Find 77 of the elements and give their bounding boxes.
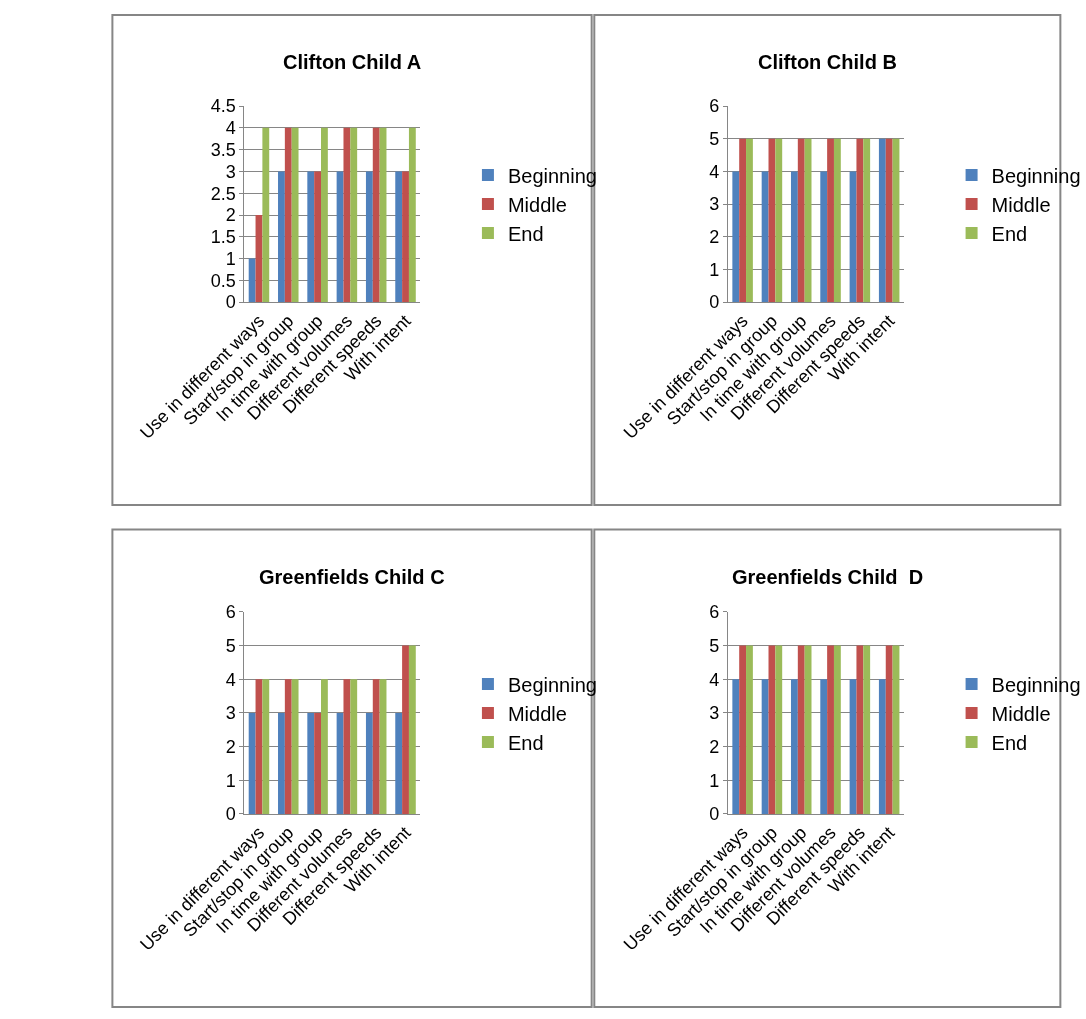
bar bbox=[291, 679, 299, 814]
bar bbox=[248, 712, 256, 814]
y-tick-label: 6 bbox=[709, 602, 720, 623]
bar bbox=[307, 171, 315, 303]
bar bbox=[402, 171, 409, 303]
bar bbox=[395, 712, 403, 814]
bar bbox=[365, 171, 373, 303]
bar bbox=[284, 127, 292, 303]
y-tick-label: 1.5 bbox=[210, 227, 236, 248]
bar bbox=[372, 679, 380, 814]
bar bbox=[395, 171, 403, 303]
y-tick-label: 2 bbox=[225, 736, 236, 757]
y-tick-label: 0 bbox=[709, 804, 720, 825]
y-tick-label: 3 bbox=[225, 161, 236, 182]
legend-label: End bbox=[507, 731, 544, 754]
bar bbox=[350, 679, 358, 814]
y-tick-label: 3.5 bbox=[210, 139, 236, 160]
y-tick-label: 1 bbox=[225, 770, 236, 791]
bar bbox=[284, 679, 292, 814]
legend-label: Middle bbox=[507, 193, 567, 216]
bar bbox=[262, 679, 270, 814]
bar bbox=[314, 171, 321, 303]
y-tick-label: 1 bbox=[225, 248, 236, 269]
legend-label: Middle bbox=[991, 702, 1051, 725]
chart-title: Clifton Child A bbox=[283, 51, 422, 73]
bar bbox=[307, 712, 315, 814]
y-tick-label: 0 bbox=[225, 804, 236, 825]
y-tick-label: 2.5 bbox=[210, 183, 236, 204]
y-tick-label: 5 bbox=[225, 635, 236, 656]
bar bbox=[365, 712, 373, 814]
legend-label: End bbox=[507, 222, 544, 245]
legend-label: End bbox=[991, 731, 1028, 754]
y-tick-label: 5 bbox=[709, 129, 720, 150]
bar bbox=[408, 127, 416, 303]
chart-title: Clifton Child B bbox=[758, 51, 897, 73]
bar bbox=[321, 127, 328, 303]
y-tick-label: 0 bbox=[709, 292, 720, 313]
legend-label: End bbox=[991, 222, 1028, 245]
bar bbox=[278, 171, 285, 303]
bar bbox=[314, 712, 321, 814]
bar bbox=[248, 258, 256, 303]
bar bbox=[408, 645, 416, 814]
y-tick-label: 0.5 bbox=[210, 270, 236, 291]
bar bbox=[291, 127, 299, 303]
bar bbox=[278, 712, 285, 814]
y-tick-label: 5 bbox=[709, 635, 720, 656]
bar bbox=[343, 679, 351, 814]
chart-title: Greenfields Child C bbox=[259, 566, 445, 588]
legend-label: Beginning bbox=[991, 164, 1081, 187]
y-tick-label: 2 bbox=[709, 736, 720, 757]
y-tick-label: 4 bbox=[225, 118, 236, 139]
y-tick-label: 3 bbox=[709, 194, 720, 215]
y-tick-label: 4 bbox=[225, 669, 236, 690]
y-tick-label: 4 bbox=[709, 161, 720, 182]
bar bbox=[402, 645, 409, 814]
y-tick-label: 3 bbox=[709, 703, 720, 724]
legend-label: Beginning bbox=[991, 673, 1081, 696]
bar bbox=[262, 127, 270, 303]
y-tick-label: 1 bbox=[709, 770, 720, 791]
bar bbox=[343, 127, 351, 303]
y-tick-label: 1 bbox=[709, 259, 720, 280]
y-tick-label: 6 bbox=[225, 602, 236, 623]
y-tick-label: 4.5 bbox=[210, 96, 236, 117]
y-tick-label: 6 bbox=[709, 96, 720, 117]
bar bbox=[350, 127, 358, 303]
y-tick-label: 3 bbox=[225, 703, 236, 724]
legend-label: Beginning bbox=[507, 164, 597, 187]
chart-title: Greenfields Child D bbox=[732, 566, 924, 588]
bar bbox=[321, 679, 328, 814]
legend-label: Beginning bbox=[507, 673, 597, 696]
legend-label: Middle bbox=[991, 193, 1051, 216]
y-tick-label: 4 bbox=[709, 669, 720, 690]
y-tick-label: 2 bbox=[225, 205, 236, 226]
legend-label: Middle bbox=[507, 702, 567, 725]
y-tick-label: 2 bbox=[709, 227, 720, 248]
bar bbox=[372, 127, 380, 303]
y-tick-label: 0 bbox=[225, 292, 236, 313]
